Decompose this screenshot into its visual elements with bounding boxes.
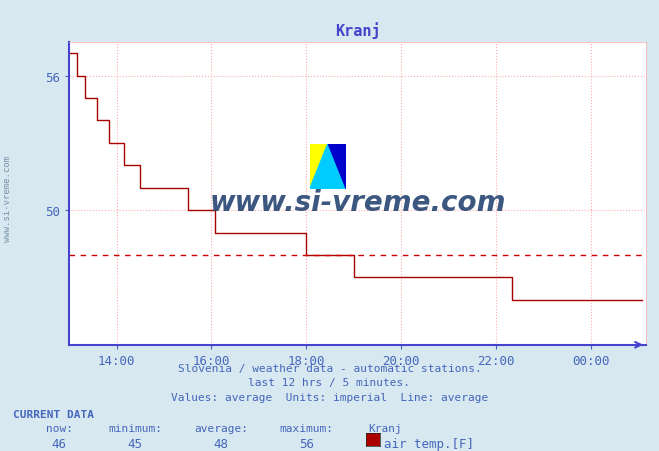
Polygon shape [328,144,346,189]
Polygon shape [310,144,346,189]
Text: last 12 hrs / 5 minutes.: last 12 hrs / 5 minutes. [248,377,411,387]
Text: Slovenia / weather data - automatic stations.: Slovenia / weather data - automatic stat… [178,363,481,373]
Text: Values: average  Units: imperial  Line: average: Values: average Units: imperial Line: av… [171,392,488,402]
Text: Kranj: Kranj [368,423,403,433]
Text: 56: 56 [299,437,314,451]
Text: 45: 45 [128,437,142,451]
Title: Kranj: Kranj [335,22,380,39]
Text: minimum:: minimum: [108,423,162,433]
Text: CURRENT DATA: CURRENT DATA [13,410,94,419]
Text: now:: now: [46,423,72,433]
Text: www.si-vreme.com: www.si-vreme.com [210,189,505,217]
Text: 46: 46 [52,437,67,451]
Text: average:: average: [194,423,248,433]
Polygon shape [310,144,328,189]
Text: maximum:: maximum: [279,423,333,433]
Text: www.si-vreme.com: www.si-vreme.com [3,156,13,241]
Text: air temp.[F]: air temp.[F] [384,437,474,451]
Text: 48: 48 [214,437,228,451]
